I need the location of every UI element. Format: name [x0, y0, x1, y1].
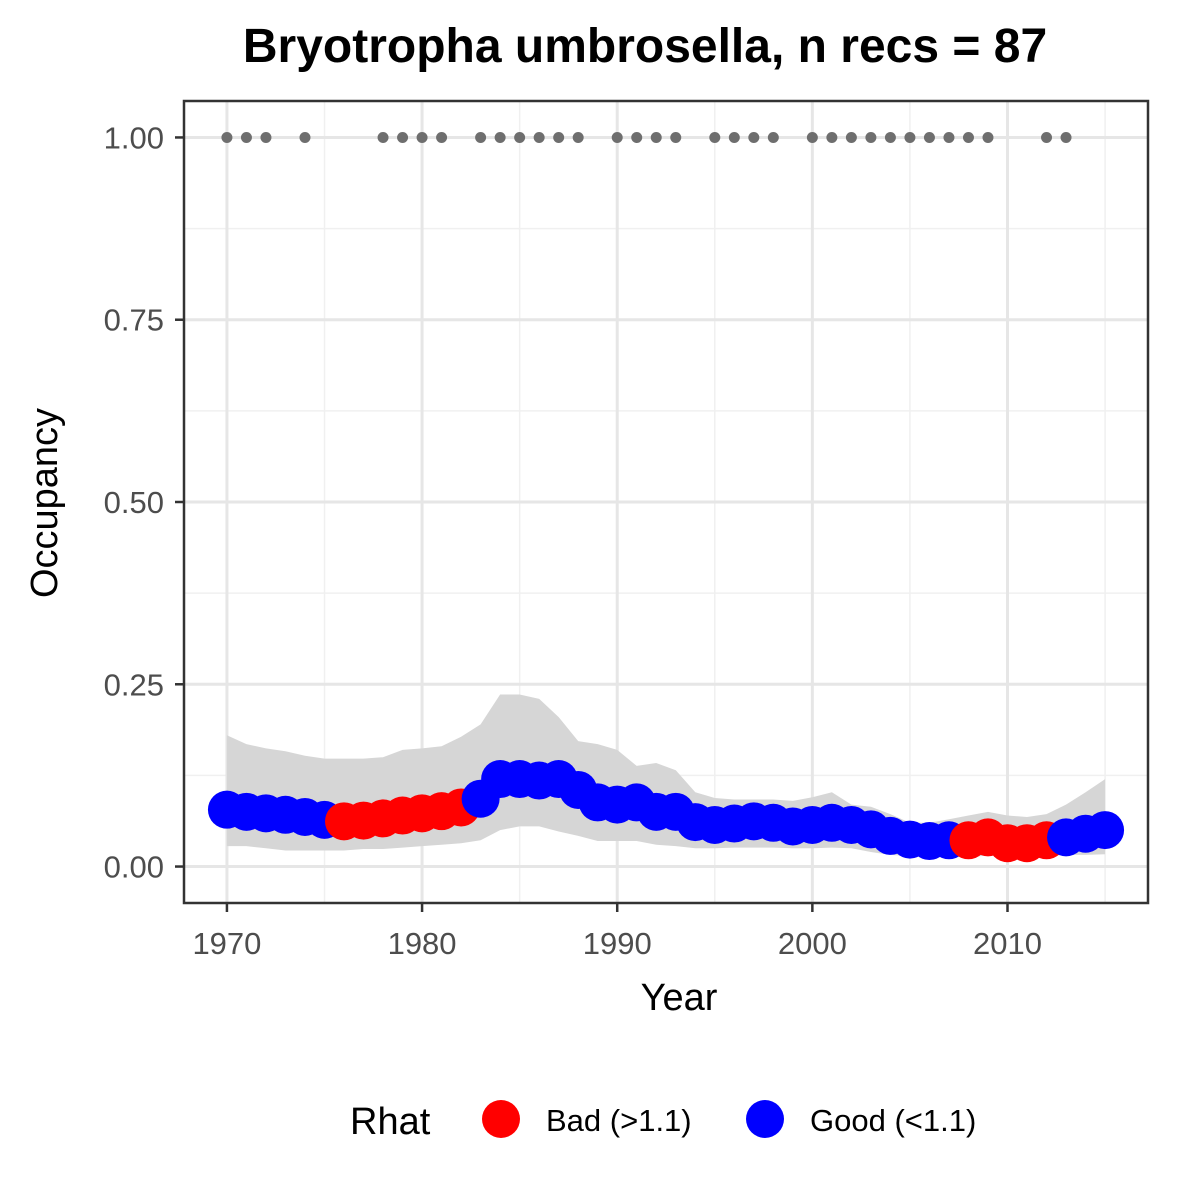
record-point — [397, 131, 409, 143]
x-tick-label: 1990 — [583, 926, 652, 961]
y-axis-label: Occupancy — [24, 408, 66, 598]
record-point — [514, 131, 526, 143]
record-point — [572, 131, 584, 143]
y-tick-label: 0.00 — [104, 850, 164, 885]
record-point — [436, 131, 448, 143]
record-point — [1041, 131, 1053, 143]
legend-title: Rhat — [350, 1101, 431, 1143]
record-point — [884, 131, 896, 143]
record-point — [221, 131, 233, 143]
record-point — [553, 131, 565, 143]
legend: Rhat Bad (>1.1) Good (<1.1) — [350, 1100, 976, 1143]
x-axis: 1970 1980 1990 2000 2010 — [192, 903, 1042, 961]
record-point — [670, 131, 682, 143]
record-point — [748, 131, 760, 143]
record-point — [806, 131, 818, 143]
x-axis-label: Year — [641, 977, 718, 1019]
x-tick-label: 1970 — [192, 926, 261, 961]
legend-key-good — [746, 1100, 784, 1138]
y-tick-label: 0.75 — [104, 303, 164, 338]
chart-title: Bryotropha umbrosella, n recs = 87 — [243, 20, 1047, 73]
record-point — [845, 131, 857, 143]
y-tick-label: 0.25 — [104, 667, 164, 702]
record-point — [240, 131, 252, 143]
legend-label-bad: Bad (>1.1) — [546, 1103, 692, 1138]
y-tick-label: 1.00 — [104, 120, 164, 155]
record-point — [865, 131, 877, 143]
x-tick-label: 2000 — [778, 926, 847, 961]
record-point — [416, 131, 428, 143]
x-tick-label: 1980 — [388, 926, 457, 961]
record-point — [475, 131, 487, 143]
record-point — [982, 131, 994, 143]
record-point — [650, 131, 662, 143]
record-point — [299, 131, 311, 143]
record-point — [943, 131, 955, 143]
record-point — [377, 131, 389, 143]
y-tick-label: 0.50 — [104, 485, 164, 520]
major-gridlines — [184, 101, 1148, 903]
record-point — [260, 131, 272, 143]
record-points-layer — [221, 131, 1072, 143]
legend-key-bad — [482, 1100, 520, 1138]
record-point — [611, 131, 623, 143]
record-point — [709, 131, 721, 143]
occupancy-points-layer — [207, 760, 1125, 863]
legend-label-good: Good (<1.1) — [810, 1103, 976, 1138]
record-point — [962, 131, 974, 143]
x-tick-label: 2010 — [973, 926, 1042, 961]
record-point — [904, 131, 916, 143]
record-point — [533, 131, 545, 143]
record-point — [631, 131, 643, 143]
y-axis: 0.00 0.25 0.50 0.75 1.00 — [104, 120, 184, 885]
record-point — [1060, 131, 1072, 143]
record-point — [494, 131, 506, 143]
record-point — [826, 131, 838, 143]
record-point — [923, 131, 935, 143]
record-point — [728, 131, 740, 143]
record-point — [767, 131, 779, 143]
occupancy-point — [1086, 811, 1125, 850]
